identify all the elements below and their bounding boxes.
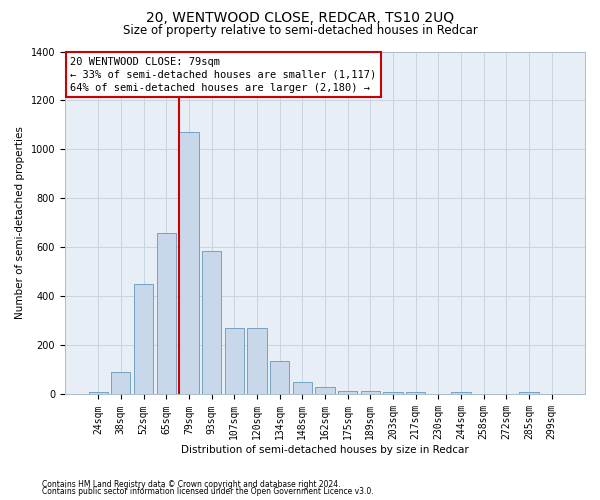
Bar xyxy=(134,284,153,395)
Bar xyxy=(179,132,199,394)
Text: Contains HM Land Registry data © Crown copyright and database right 2024.: Contains HM Land Registry data © Crown c… xyxy=(42,480,341,489)
Bar xyxy=(406,392,425,394)
Bar xyxy=(361,391,380,394)
Bar xyxy=(383,392,403,394)
Bar xyxy=(224,328,244,394)
Text: 20 WENTWOOD CLOSE: 79sqm
← 33% of semi-detached houses are smaller (1,117)
64% o: 20 WENTWOOD CLOSE: 79sqm ← 33% of semi-d… xyxy=(70,56,376,93)
Text: Size of property relative to semi-detached houses in Redcar: Size of property relative to semi-detach… xyxy=(122,24,478,37)
Bar xyxy=(89,392,108,394)
Bar xyxy=(316,387,335,394)
Bar xyxy=(157,233,176,394)
Text: Contains public sector information licensed under the Open Government Licence v3: Contains public sector information licen… xyxy=(42,487,374,496)
Bar xyxy=(111,372,130,394)
Bar xyxy=(270,362,289,394)
Y-axis label: Number of semi-detached properties: Number of semi-detached properties xyxy=(15,126,25,320)
Text: 20, WENTWOOD CLOSE, REDCAR, TS10 2UQ: 20, WENTWOOD CLOSE, REDCAR, TS10 2UQ xyxy=(146,12,454,26)
Bar xyxy=(202,251,221,394)
Bar xyxy=(451,392,470,394)
Bar xyxy=(338,391,357,394)
X-axis label: Distribution of semi-detached houses by size in Redcar: Distribution of semi-detached houses by … xyxy=(181,445,469,455)
Bar xyxy=(247,328,266,394)
Bar xyxy=(293,382,312,394)
Bar xyxy=(520,392,539,394)
